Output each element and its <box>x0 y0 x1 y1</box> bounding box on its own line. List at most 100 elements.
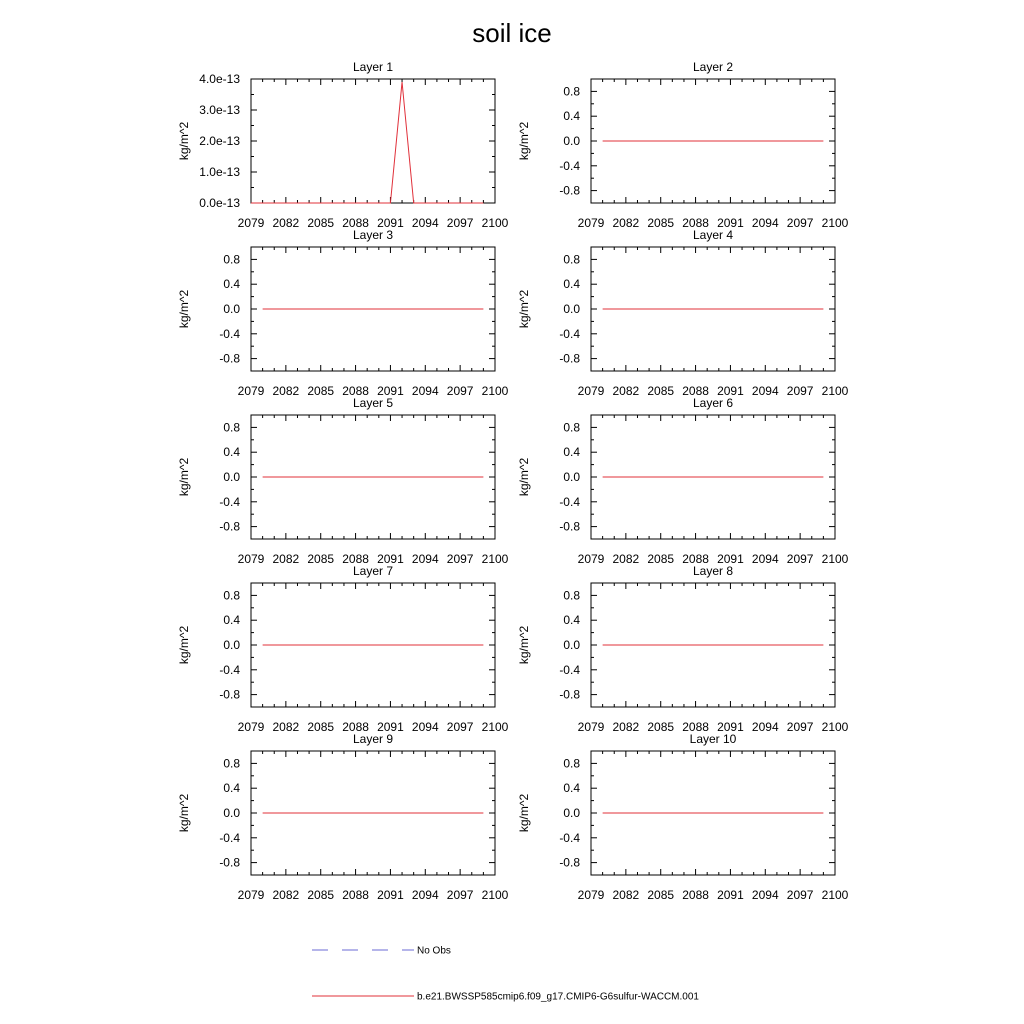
y-tick-label: 0.0e-13 <box>199 196 240 210</box>
x-tick-label: 2100 <box>482 216 509 230</box>
x-tick-label: 2079 <box>578 384 605 398</box>
panel-title: Layer 1 <box>353 60 393 74</box>
x-tick-label: 2097 <box>787 888 814 902</box>
x-tick-label: 2100 <box>482 888 509 902</box>
x-tick-label: 2094 <box>412 552 439 566</box>
panel-title: Layer 2 <box>693 60 733 74</box>
y-tick-label: 4.0e-13 <box>199 72 240 86</box>
chart-panel: Layer 9 kg/m^2 2079 2082 2085 2088 2091 2094 209… <box>177 732 509 902</box>
y-tick-label: 0.4 <box>563 781 580 795</box>
x-tick-label: 2091 <box>717 888 744 902</box>
y-tick-label: -0.8 <box>219 520 240 534</box>
y-tick-label: -0.4 <box>559 495 580 509</box>
x-tick-label: 2097 <box>447 384 474 398</box>
panel-grid: Layer 1 kg/m^2 2079 2082 2085 2088 2091 2094 209… <box>177 60 849 902</box>
y-axis-label: kg/m^2 <box>177 626 191 665</box>
x-tick-label: 2082 <box>613 384 640 398</box>
panel-title: Layer 3 <box>353 228 393 242</box>
x-tick-label: 2097 <box>787 216 814 230</box>
y-tick-label: 0.4 <box>563 613 580 627</box>
y-tick-label: 0.0 <box>563 638 580 652</box>
chart-panel: Layer 6 kg/m^2 2079 2082 2085 2088 2091 2094 209… <box>517 396 849 566</box>
x-tick-label: 2100 <box>482 552 509 566</box>
y-tick-label: 0.0 <box>223 806 240 820</box>
x-tick-label: 2085 <box>647 552 674 566</box>
x-tick-label: 2079 <box>238 384 265 398</box>
y-axis-label: kg/m^2 <box>517 290 531 329</box>
x-tick-label: 2094 <box>752 720 779 734</box>
y-axis-label: kg/m^2 <box>517 122 531 161</box>
x-tick-label: 2091 <box>377 384 404 398</box>
x-tick-label: 2097 <box>447 552 474 566</box>
y-tick-label: -0.4 <box>219 495 240 509</box>
series-line <box>251 82 484 204</box>
y-tick-label: 0.0 <box>223 638 240 652</box>
x-tick-label: 2091 <box>717 552 744 566</box>
x-tick-label: 2088 <box>682 384 709 398</box>
panel-title: Layer 6 <box>693 396 733 410</box>
panel-title: Layer 4 <box>693 228 733 242</box>
legend: No Obs b.e21.BWSSP585cmip6.f09_g17.CMIP6… <box>312 946 699 1003</box>
y-tick-label: 0.0 <box>223 470 240 484</box>
x-tick-label: 2085 <box>307 552 334 566</box>
panel-title: Layer 10 <box>690 732 737 746</box>
x-tick-label: 2094 <box>412 216 439 230</box>
x-tick-label: 2100 <box>822 552 849 566</box>
x-tick-label: 2088 <box>342 216 369 230</box>
x-tick-label: 2082 <box>613 888 640 902</box>
x-tick-label: 2088 <box>682 720 709 734</box>
x-tick-label: 2100 <box>822 888 849 902</box>
y-tick-label: -0.8 <box>559 856 580 870</box>
legend-model-label: b.e21.BWSSP585cmip6.f09_g17.CMIP6-G6sulf… <box>417 992 699 1003</box>
x-tick-label: 2097 <box>787 384 814 398</box>
x-tick-label: 2079 <box>578 216 605 230</box>
x-tick-label: 2094 <box>752 888 779 902</box>
x-tick-label: 2085 <box>307 720 334 734</box>
x-tick-label: 2097 <box>787 552 814 566</box>
x-tick-label: 2091 <box>377 888 404 902</box>
y-axis-label: kg/m^2 <box>177 458 191 497</box>
y-axis-label: kg/m^2 <box>177 794 191 833</box>
y-tick-label: 0.4 <box>563 445 580 459</box>
y-tick-label: 1.0e-13 <box>199 165 240 179</box>
x-tick-label: 2100 <box>822 216 849 230</box>
x-tick-label: 2085 <box>647 384 674 398</box>
y-tick-label: 0.4 <box>223 445 240 459</box>
panel-title: Layer 8 <box>693 564 733 578</box>
y-axis-label: kg/m^2 <box>517 794 531 833</box>
y-tick-label: -0.8 <box>219 352 240 366</box>
x-tick-label: 2082 <box>273 216 300 230</box>
x-tick-label: 2079 <box>238 888 265 902</box>
x-tick-label: 2085 <box>647 720 674 734</box>
x-tick-label: 2094 <box>752 216 779 230</box>
y-tick-label: 0.0 <box>563 470 580 484</box>
panel-title: Layer 5 <box>353 396 393 410</box>
x-tick-label: 2082 <box>613 216 640 230</box>
y-axis-label: kg/m^2 <box>177 290 191 329</box>
y-tick-label: -0.4 <box>219 663 240 677</box>
x-tick-label: 2085 <box>307 216 334 230</box>
y-tick-label: 0.8 <box>563 420 580 434</box>
panel-title: Layer 7 <box>353 564 393 578</box>
x-tick-label: 2100 <box>822 720 849 734</box>
y-tick-label: -0.8 <box>559 352 580 366</box>
x-tick-label: 2088 <box>342 384 369 398</box>
y-tick-label: 0.8 <box>223 252 240 266</box>
x-tick-label: 2079 <box>238 552 265 566</box>
y-tick-label: 3.0e-13 <box>199 103 240 117</box>
chart-panel: Layer 4 kg/m^2 2079 2082 2085 2088 2091 2094 209… <box>517 228 849 398</box>
x-tick-label: 2079 <box>238 720 265 734</box>
x-tick-label: 2088 <box>342 552 369 566</box>
chart-panel: Layer 1 kg/m^2 2079 2082 2085 2088 2091 2094 209… <box>177 60 509 230</box>
x-tick-label: 2094 <box>412 888 439 902</box>
y-tick-label: -0.4 <box>559 663 580 677</box>
y-tick-label: -0.8 <box>559 688 580 702</box>
x-tick-label: 2091 <box>717 216 744 230</box>
y-axis-label: kg/m^2 <box>517 458 531 497</box>
y-tick-label: 0.8 <box>223 588 240 602</box>
chart-panel: Layer 10 kg/m^2 2079 2082 2085 2088 2091 2094 20… <box>517 732 849 902</box>
y-tick-label: 0.4 <box>563 109 580 123</box>
x-tick-label: 2091 <box>377 552 404 566</box>
y-axis-label: kg/m^2 <box>177 122 191 161</box>
x-tick-label: 2091 <box>717 384 744 398</box>
